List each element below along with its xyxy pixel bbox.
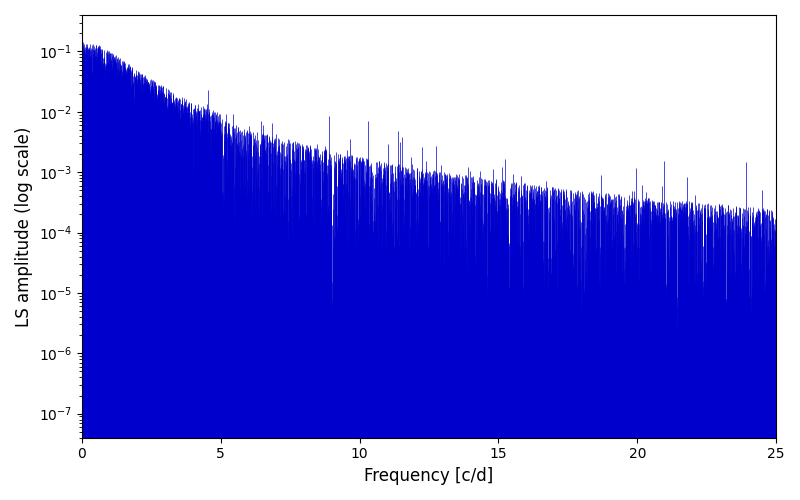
Y-axis label: LS amplitude (log scale): LS amplitude (log scale) (15, 126, 33, 326)
X-axis label: Frequency [c/d]: Frequency [c/d] (364, 467, 494, 485)
